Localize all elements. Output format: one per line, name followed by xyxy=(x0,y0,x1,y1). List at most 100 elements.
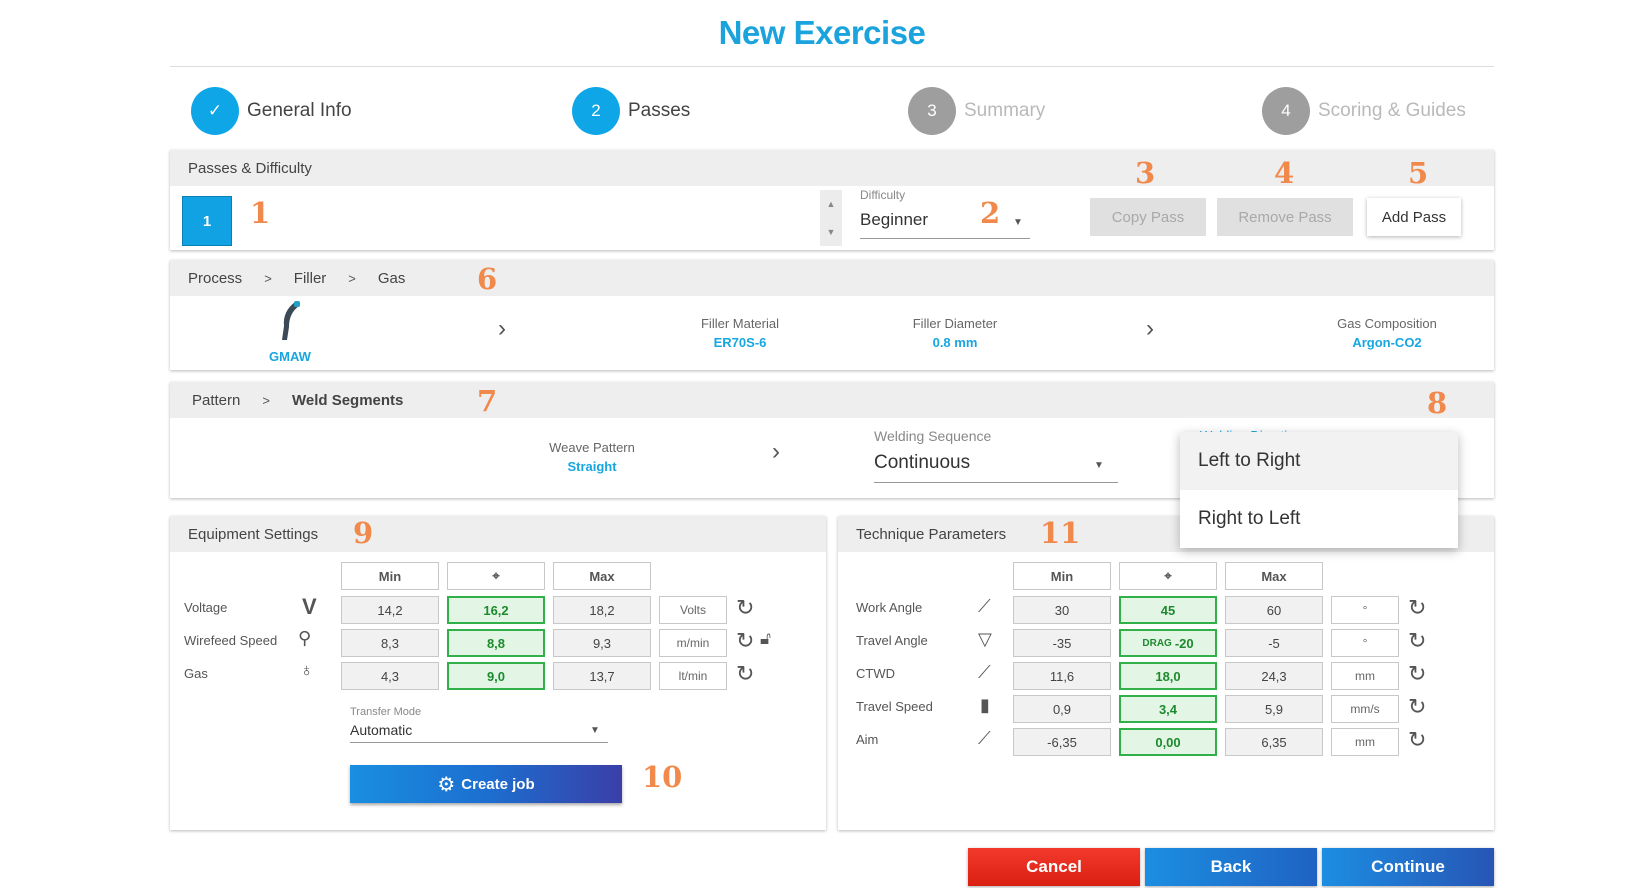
ctwd-max[interactable]: 24,3 xyxy=(1225,662,1323,690)
torch-travel-icon: ▽ xyxy=(978,629,992,649)
ctwd-min[interactable]: 11,6 xyxy=(1013,662,1111,690)
process-option[interactable]: GMAW xyxy=(250,300,330,364)
gas-composition[interactable]: Gas Composition Argon-CO2 xyxy=(1287,316,1487,350)
voltage-unit: Volts xyxy=(659,596,727,624)
reset-icon[interactable]: ↻ xyxy=(736,628,755,653)
transfer-mode-underline xyxy=(350,742,608,743)
reset-icon[interactable]: ↻ xyxy=(736,595,755,620)
step-number: 3 xyxy=(908,87,956,135)
pass-tile-1[interactable]: 1 xyxy=(182,196,232,246)
reset-icon[interactable]: ↻ xyxy=(1408,595,1427,620)
crumb-gas[interactable]: Gas xyxy=(377,269,406,287)
remove-pass-button[interactable]: Remove Pass xyxy=(1217,198,1353,236)
chevron-down-icon[interactable]: ▼ xyxy=(590,725,600,736)
chevron-down-icon[interactable]: ▼ xyxy=(1094,460,1104,471)
annotation-9: 9 xyxy=(353,516,374,550)
work-angle-target[interactable]: 45 xyxy=(1119,596,1217,624)
gas-min[interactable]: 4,3 xyxy=(341,662,439,690)
step-label: Scoring & Guides xyxy=(1318,100,1466,121)
step-summary[interactable]: 3 Summary xyxy=(908,86,1045,136)
technique-col-max: Max xyxy=(1225,562,1323,590)
aim-target[interactable]: 0,00 xyxy=(1119,728,1217,756)
voltage-target[interactable]: 16,2 xyxy=(447,596,545,624)
annotation-3: 3 xyxy=(1135,156,1156,190)
technique-col-min: Min xyxy=(1013,562,1111,590)
chevron-right-icon[interactable]: › xyxy=(772,438,780,465)
step-scoring-guides[interactable]: 4 Scoring & Guides xyxy=(1262,86,1466,136)
step-passes[interactable]: 2 Passes xyxy=(572,86,690,136)
drag-prefix: DRAG xyxy=(1142,637,1172,649)
reset-icon[interactable]: ↻ xyxy=(1408,661,1427,686)
gas-icon: ♁ xyxy=(300,660,314,680)
filler-material-value: ER70S-6 xyxy=(713,335,767,350)
crumb-weld-segments[interactable]: Weld Segments xyxy=(291,391,404,409)
lock-icon[interactable]: 🔓︎ xyxy=(760,629,772,648)
difficulty-select[interactable]: Beginner xyxy=(860,210,929,229)
filler-diameter[interactable]: Filler Diameter 0.8 mm xyxy=(855,316,1055,350)
chevron-right-icon[interactable]: › xyxy=(1146,315,1154,342)
travel-speed-min[interactable]: 0,9 xyxy=(1013,695,1111,723)
gas-max[interactable]: 13,7 xyxy=(553,662,651,690)
voltage-min[interactable]: 14,2 xyxy=(341,596,439,624)
back-button[interactable]: Back xyxy=(1145,848,1317,886)
gas-label: Gas xyxy=(184,666,208,681)
pass-scroll-spinner[interactable]: ▲ ▼ xyxy=(820,190,842,246)
crumb-pattern[interactable]: Pattern xyxy=(192,391,241,409)
reset-icon[interactable]: ↻ xyxy=(1408,727,1427,752)
wirefeed-min[interactable]: 8,3 xyxy=(341,629,439,657)
travel-angle-target[interactable]: DRAG -20 xyxy=(1119,629,1217,657)
wirefeed-max[interactable]: 9,3 xyxy=(553,629,651,657)
menu-item-left-to-right[interactable]: Left to Right xyxy=(1180,432,1458,490)
chevron-down-icon[interactable]: ▼ xyxy=(1013,217,1023,228)
arrow-down-icon[interactable]: ▼ xyxy=(826,227,836,237)
annotation-7: 7 xyxy=(477,384,498,418)
arrow-up-icon[interactable]: ▲ xyxy=(826,199,836,209)
step-label: Summary xyxy=(964,100,1046,121)
step-general-info[interactable]: ✓ General Info xyxy=(191,86,352,136)
annotation-1: 1 xyxy=(250,196,271,230)
aim-min[interactable]: -6,35 xyxy=(1013,728,1111,756)
copy-pass-button[interactable]: Copy Pass xyxy=(1090,198,1206,236)
reset-icon[interactable]: ↻ xyxy=(736,661,755,686)
annotation-11: 11 xyxy=(1040,516,1081,550)
ctwd-target[interactable]: 18,0 xyxy=(1119,662,1217,690)
weave-pattern[interactable]: Weave Pattern Straight xyxy=(492,440,692,474)
wirefeed-unit: m/min xyxy=(659,629,727,657)
welding-sequence-label: Welding Sequence xyxy=(874,428,992,444)
travel-angle-max[interactable]: -5 xyxy=(1225,629,1323,657)
work-angle-max[interactable]: 60 xyxy=(1225,596,1323,624)
welding-sequence-select[interactable]: Continuous xyxy=(874,452,971,473)
travel-angle-min[interactable]: -35 xyxy=(1013,629,1111,657)
aim-max[interactable]: 6,35 xyxy=(1225,728,1323,756)
crosshair-icon: ⌖ xyxy=(1119,562,1217,590)
chevron-right-icon[interactable]: › xyxy=(498,315,506,342)
gas-target[interactable]: 9,0 xyxy=(447,662,545,690)
weave-pattern-label: Weave Pattern xyxy=(549,440,635,455)
reset-icon[interactable]: ↻ xyxy=(1408,628,1427,653)
work-angle-min[interactable]: 30 xyxy=(1013,596,1111,624)
welding-sequence-underline xyxy=(874,482,1118,483)
add-pass-button[interactable]: Add Pass xyxy=(1367,198,1461,236)
page-title: New Exercise xyxy=(718,14,926,51)
transfer-mode-select[interactable]: Automatic xyxy=(350,722,413,738)
filler-diameter-value: 0.8 mm xyxy=(932,335,978,350)
crosshair-icon: ⌖ xyxy=(447,562,545,590)
aim-label: Aim xyxy=(856,732,879,747)
menu-item-right-to-left[interactable]: Right to Left xyxy=(1198,508,1301,529)
step-number: 2 xyxy=(572,87,620,135)
wirefeed-target[interactable]: 8,8 xyxy=(447,629,545,657)
crumb-filler[interactable]: Filler xyxy=(293,269,327,287)
annotation-10: 10 xyxy=(642,760,683,794)
continue-button[interactable]: Continue xyxy=(1322,848,1494,886)
filler-diameter-label: Filler Diameter xyxy=(912,316,998,331)
reset-icon[interactable]: ↻ xyxy=(1408,694,1427,719)
create-job-button[interactable]: ⚙ Create job xyxy=(350,765,622,803)
filler-material[interactable]: Filler Material ER70S-6 xyxy=(640,316,840,350)
voltage-label: Voltage xyxy=(184,600,228,615)
travel-speed-max[interactable]: 5,9 xyxy=(1225,695,1323,723)
step-label: Passes xyxy=(628,100,691,121)
crumb-process[interactable]: Process xyxy=(188,269,243,287)
travel-speed-target[interactable]: 3,4 xyxy=(1119,695,1217,723)
voltage-max[interactable]: 18,2 xyxy=(553,596,651,624)
cancel-button[interactable]: Cancel xyxy=(968,848,1140,886)
